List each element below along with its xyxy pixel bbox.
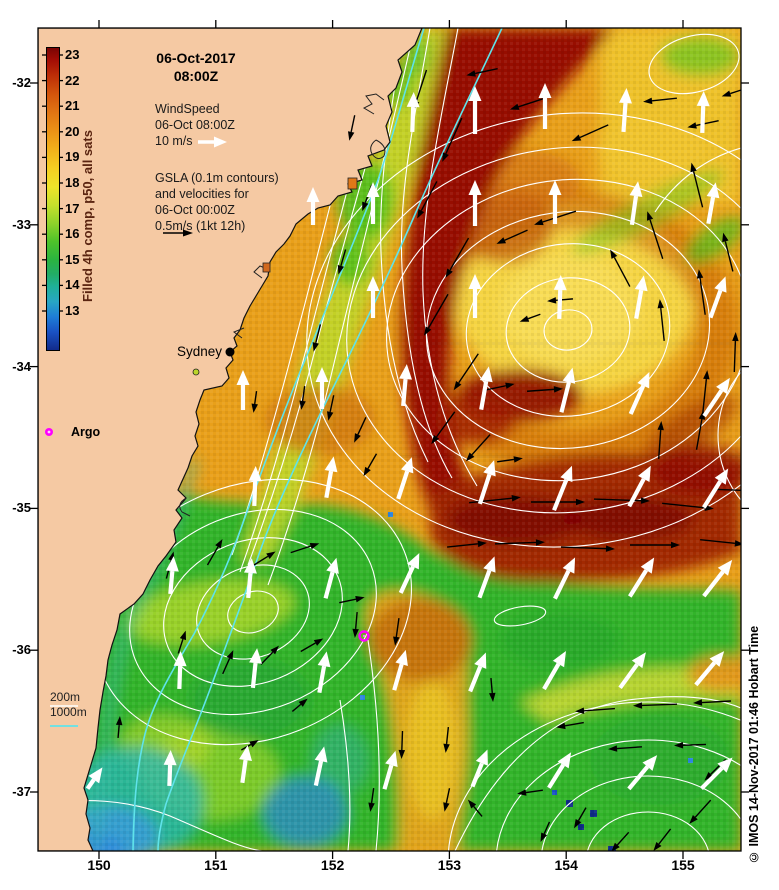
map-title-date: 06-Oct-2017 <box>156 50 236 66</box>
wind-legend: WindSpeed 06-Oct 08:00Z 10 m/s <box>155 101 235 149</box>
depth-1000m-label: 1000m <box>50 705 87 719</box>
gsla-legend-line2: and velocities for <box>155 187 249 201</box>
colorbar-tick-label: 14 <box>65 277 80 293</box>
colorbar-tick-label: 18 <box>65 175 80 190</box>
bathy-1000m-line <box>157 28 503 851</box>
colorbar-tick-label: 23 <box>65 47 80 62</box>
wind-legend-scale: 10 m/s <box>155 134 193 148</box>
y-tick-label: -33 <box>12 216 31 232</box>
colorbar-tick-label: 13 <box>65 303 80 318</box>
wind-legend-title: WindSpeed <box>155 102 220 116</box>
x-tick-label: 152 <box>320 857 345 873</box>
x-tick-label: 151 <box>204 857 228 873</box>
wind-scale-arrow <box>198 136 227 148</box>
x-tick-label: 155 <box>671 857 695 873</box>
gsla-legend-line3: 06-Oct 00:00Z <box>155 203 235 217</box>
argo-legend-marker <box>45 428 53 436</box>
sydney-label: Sydney <box>176 344 222 359</box>
argo-label: Argo <box>71 425 101 439</box>
sydney-marker <box>225 347 235 357</box>
colorbar-tick-label: 22 <box>65 72 80 88</box>
colorbar-tick-label: 17 <box>65 200 80 216</box>
map-title-time: 08:00Z <box>173 68 219 84</box>
colorbar-tick-label: 16 <box>65 226 80 242</box>
colorbar-tick-label: 19 <box>65 149 80 165</box>
wind-arrows <box>85 83 733 791</box>
depth-200m-label: 200m <box>50 690 81 704</box>
gsla-legend-line4: 0.5m/s (1kt 12h) <box>155 219 246 233</box>
argo-float-marker[interactable] <box>358 630 370 642</box>
sst-colorbar <box>46 47 60 351</box>
colorbar-tick-label: 15 <box>65 251 80 267</box>
land <box>38 28 423 851</box>
depth-legend-lines <box>50 705 78 727</box>
depth-legend: 200m 1000m <box>50 690 87 720</box>
colorbar-tick-label: 21 <box>65 98 80 114</box>
x-tick-label: 153 <box>437 857 462 873</box>
y-tick-label: -32 <box>12 75 31 90</box>
x-tick-label: 154 <box>554 857 578 873</box>
y-tick-label: -36 <box>12 642 31 658</box>
gsla-legend: GSLA (0.1m contours) and velocities for … <box>155 170 279 234</box>
y-tick-label: -34 <box>12 358 31 374</box>
map-markers <box>45 347 370 642</box>
wind-legend-datetime: 06-Oct 08:00Z <box>155 118 235 132</box>
gsla-legend-line1: GSLA (0.1m contours) <box>155 171 279 185</box>
y-tick-label: -37 <box>12 784 31 799</box>
imos-watermark: © IMOS 14-Nov-2017 01:46 Hobart Time <box>747 625 761 864</box>
y-tick-label: -35 <box>12 500 31 516</box>
plot-border <box>37 27 742 852</box>
colorbar-tick-label: 20 <box>65 123 80 139</box>
x-tick-label: 150 <box>87 857 111 873</box>
gsla-scale-arrow <box>163 229 193 237</box>
